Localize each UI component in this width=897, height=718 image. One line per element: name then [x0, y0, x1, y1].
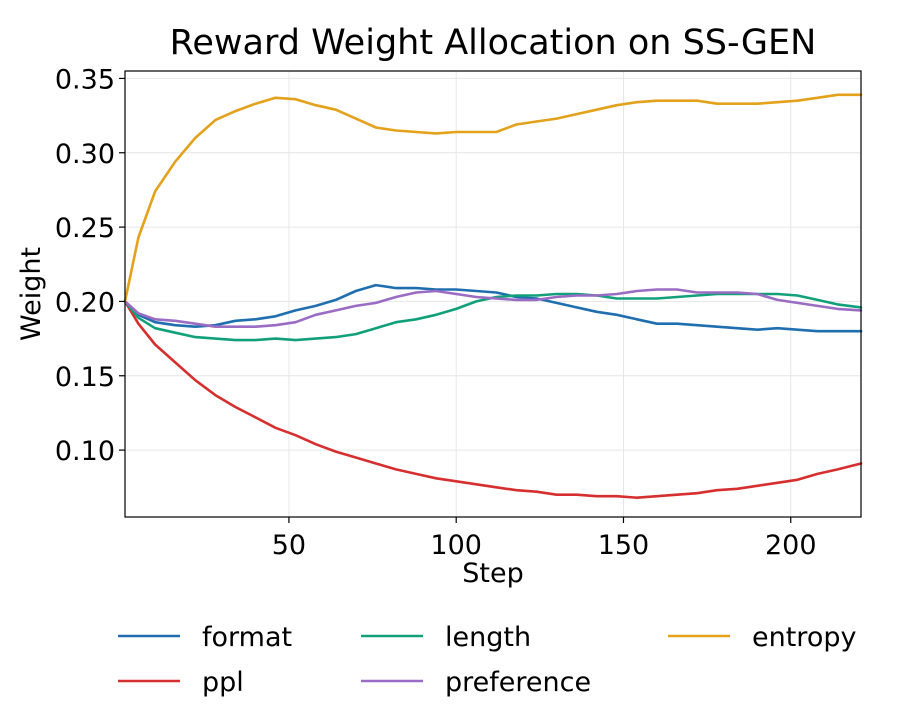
- legend-item-ppl: ppl: [118, 667, 244, 698]
- y-tick-label: 0.25: [55, 213, 115, 244]
- legend-item-preference: preference: [361, 667, 591, 698]
- gridlines: [125, 71, 861, 517]
- x-tick-label: 150: [598, 530, 650, 561]
- y-tick-label: 0.35: [55, 64, 115, 95]
- legend-label: length: [445, 622, 531, 653]
- series-line-entropy: [123, 93, 863, 303]
- chart-title: Reward Weight Allocation on SS-GEN: [170, 23, 817, 63]
- series-line-preference: [123, 288, 863, 329]
- plot-frame: [124, 70, 862, 518]
- legend-label: entropy: [752, 622, 856, 653]
- legend: format ppl length preference entropy: [118, 622, 856, 698]
- y-tick-label: 0.10: [55, 436, 115, 467]
- x-tick-label: 100: [430, 530, 482, 561]
- legend-item-format: format: [118, 622, 292, 653]
- series-lines: [123, 93, 863, 500]
- legend-label: ppl: [202, 667, 244, 698]
- y-axis-ticks: 0.10 0.15 0.20 0.25 0.30 0.35: [55, 64, 125, 467]
- series-line-format: [123, 283, 863, 333]
- legend-label: format: [202, 622, 292, 653]
- x-tick-label: 50: [272, 530, 306, 561]
- legend-item-entropy: entropy: [668, 622, 856, 653]
- x-tick-label: 200: [765, 530, 817, 561]
- y-tick-label: 0.20: [55, 287, 115, 318]
- y-tick-label: 0.30: [55, 139, 115, 170]
- series-line-length: [123, 292, 863, 342]
- x-axis-label: Step: [462, 558, 523, 589]
- y-tick-label: 0.15: [55, 362, 115, 393]
- legend-label: preference: [445, 667, 591, 698]
- x-axis-ticks: 50 100 150 200: [272, 517, 817, 561]
- legend-item-length: length: [361, 622, 531, 653]
- y-axis-label: Weight: [16, 247, 47, 341]
- series-line-ppl: [123, 300, 863, 500]
